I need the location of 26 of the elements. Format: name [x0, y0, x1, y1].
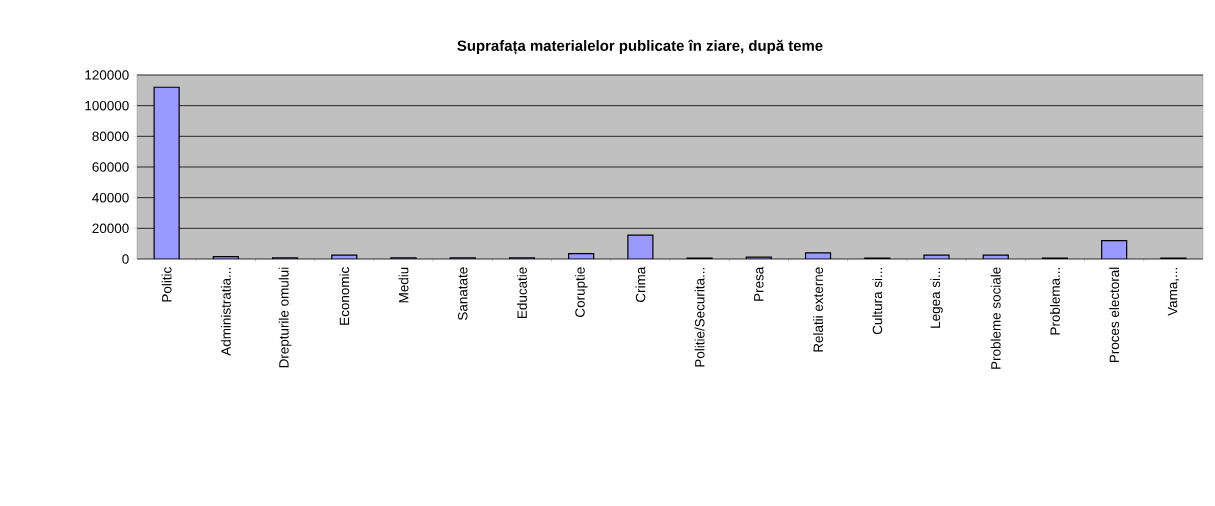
- x-tick-label: Crima: [635, 266, 646, 302]
- y-tick-label: 60000: [92, 162, 129, 172]
- x-tick-label: Relatii externe: [813, 267, 823, 352]
- y-tick-label: 100000: [85, 100, 129, 111]
- x-tick-label: Coruptie: [574, 267, 588, 317]
- x-tick-label: Politie/Securita...: [694, 267, 705, 367]
- x-tick-label: Probleme sociale: [990, 267, 1001, 369]
- x-tick-label: Drepturile omului: [278, 267, 292, 368]
- x-tick-label: Cultura si...: [872, 268, 883, 335]
- x-tick-label: Presa: [754, 266, 764, 301]
- x-tick-label: Economic: [339, 267, 350, 325]
- x-tick-label: Politic: [161, 267, 172, 302]
- x-tick-label: Proces electoral: [1109, 267, 1120, 363]
- chart-title: Suprafața materialelor publicate în ziare, după teme: [457, 39, 823, 55]
- y-tick-label: 120000: [85, 70, 129, 80]
- y-tick-label: 20000: [92, 223, 129, 234]
- x-tick-label: Legea si...: [930, 268, 943, 328]
- x-tick-label: Educatie: [517, 267, 527, 318]
- y-tick-label: 0: [122, 254, 129, 264]
- x-tick-label: Vama,...: [1167, 267, 1179, 316]
- y-tick-label: 80000: [92, 131, 129, 142]
- x-tick-label: Administratia...: [220, 267, 231, 356]
- x-tick-label: Problema...: [1050, 267, 1060, 335]
- x-tick-label: Sanatate: [457, 267, 468, 320]
- y-tick-label: 40000: [92, 192, 129, 203]
- x-tick-label: Mediu: [398, 267, 409, 303]
